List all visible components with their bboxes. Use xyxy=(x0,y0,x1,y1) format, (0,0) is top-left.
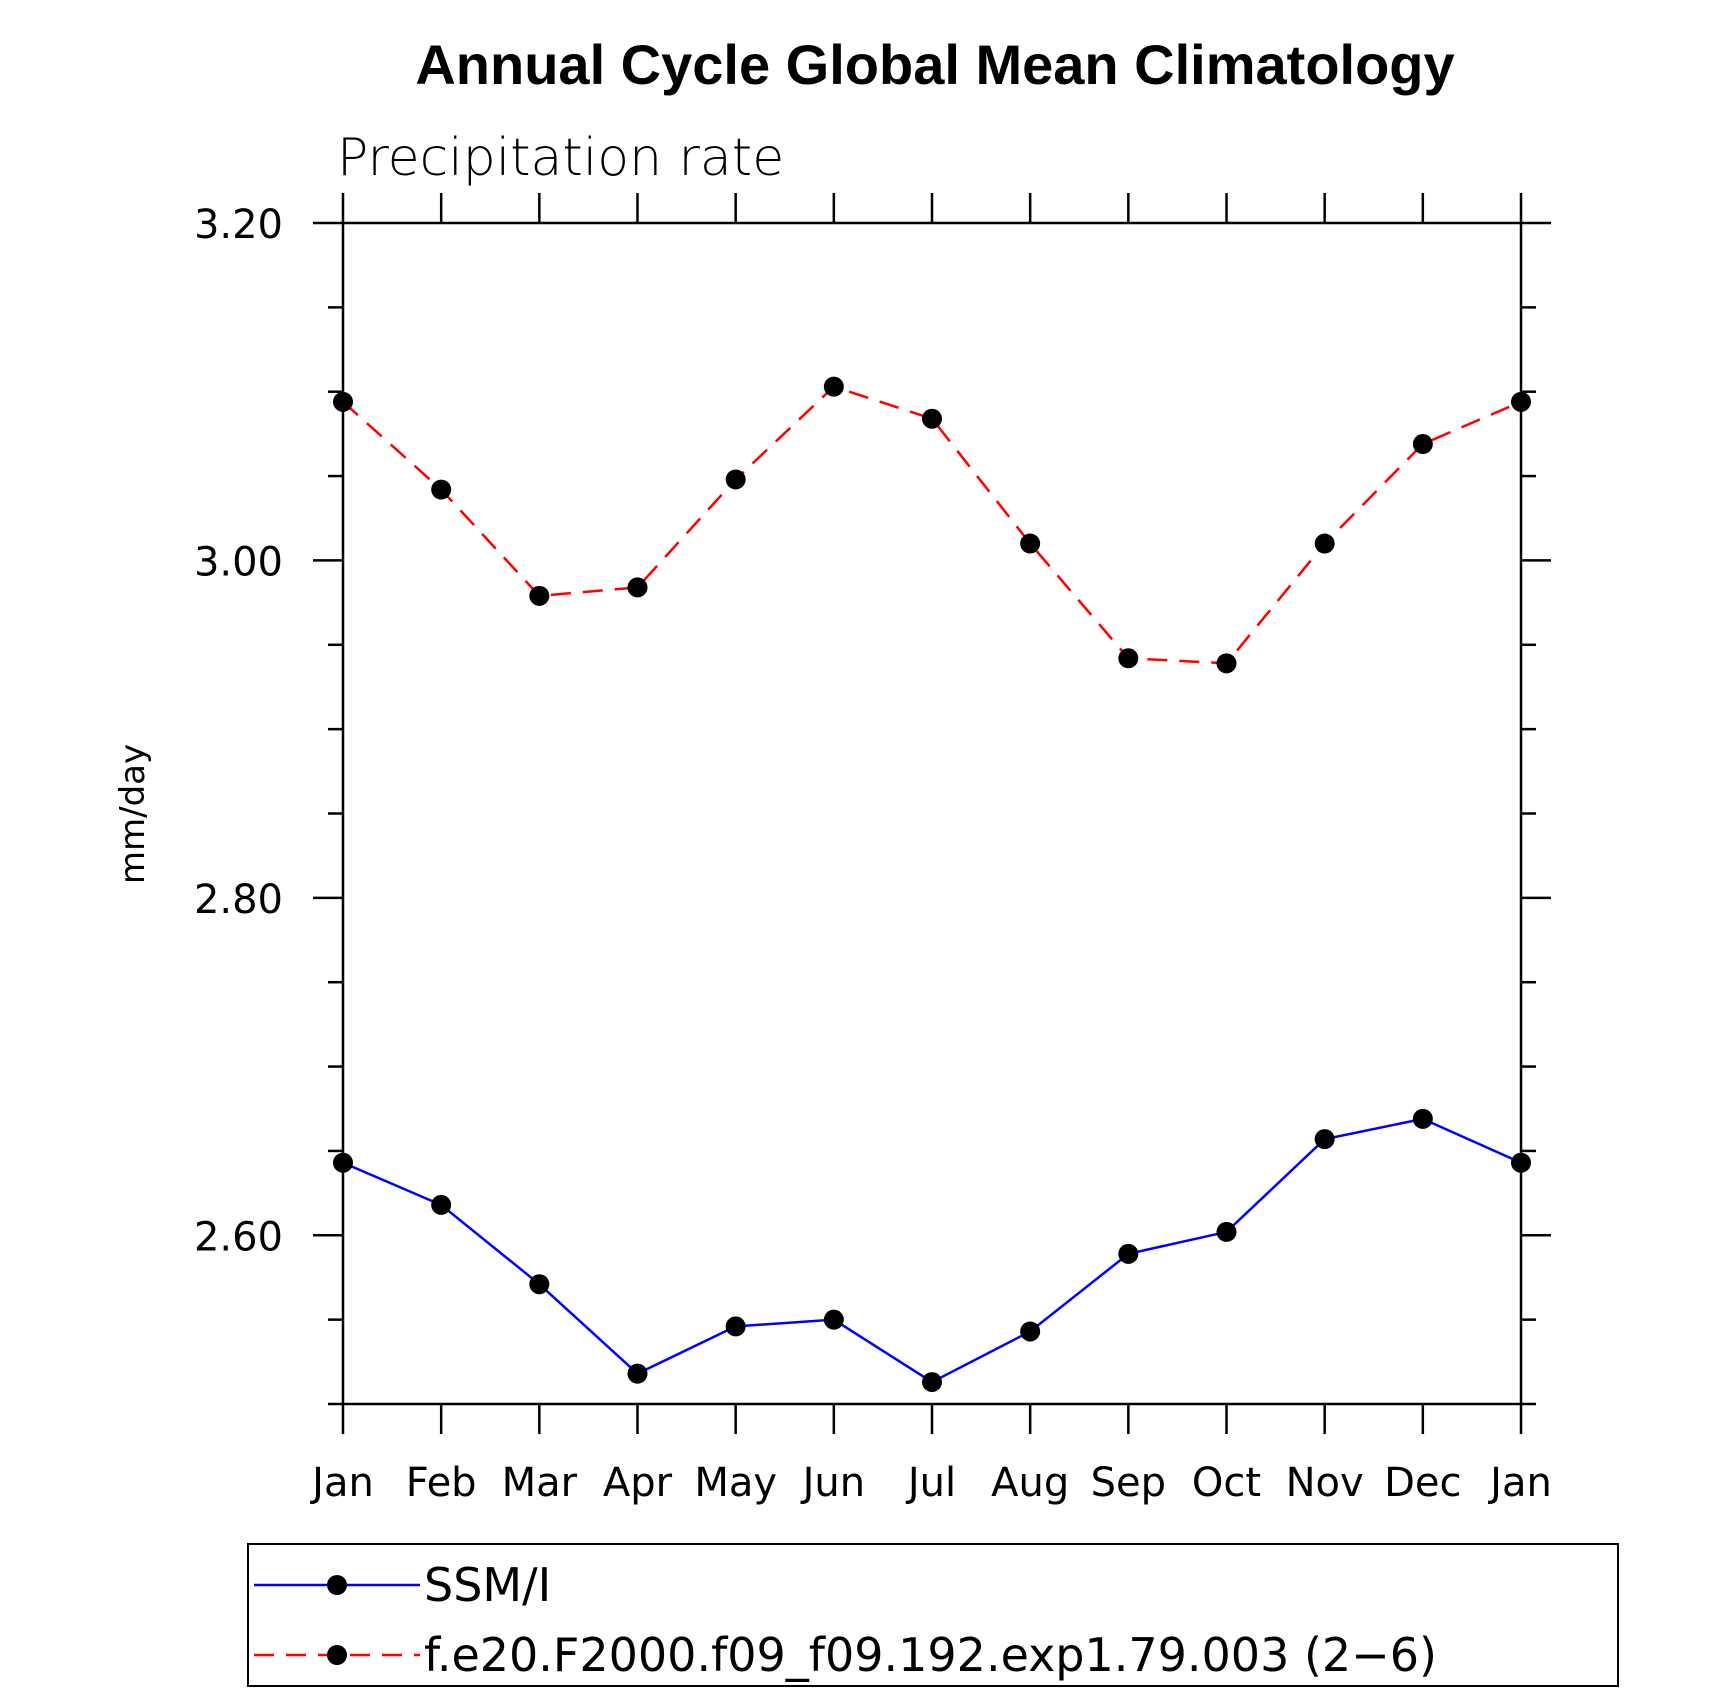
data-point-ssmi xyxy=(1216,1221,1237,1242)
x-tick-label: Apr xyxy=(603,1460,673,1506)
x-tick-label: Dec xyxy=(1384,1460,1461,1506)
data-point-model xyxy=(431,479,452,500)
data-point-ssmi xyxy=(627,1363,648,1384)
y-tick-label: 2.60 xyxy=(194,1214,283,1260)
data-point-model xyxy=(333,391,353,412)
data-point-ssmi xyxy=(1314,1129,1335,1150)
series-line-ssmi xyxy=(342,1117,1522,1384)
x-tick-label: Oct xyxy=(1192,1460,1261,1506)
x-tick-label: May xyxy=(694,1460,777,1506)
data-point-ssmi xyxy=(823,1309,844,1330)
x-tick-label: Nov xyxy=(1286,1460,1364,1506)
data-point-ssmi xyxy=(725,1316,746,1337)
data-point-model xyxy=(529,585,550,606)
data-point-model xyxy=(1118,648,1139,669)
y-tick-label: 3.00 xyxy=(194,539,283,585)
legend-swatch-marker-ssmi xyxy=(327,1575,347,1595)
x-tick-label: Jan xyxy=(309,1460,374,1506)
chart-subtitle: Precipitation rate xyxy=(337,128,784,188)
data-point-model xyxy=(1511,391,1531,412)
data-point-model xyxy=(725,469,746,490)
data-point-model xyxy=(823,376,844,397)
legend-label-ssmi: SSM/I xyxy=(424,1558,551,1612)
y-tick-label: 3.20 xyxy=(194,202,283,248)
chart-title: Annual Cycle Global Mean Climatology xyxy=(415,33,1454,96)
x-tick-label: Jul xyxy=(905,1460,956,1506)
series-layer xyxy=(333,376,1531,1393)
legend-swatch-marker-model xyxy=(327,1645,347,1665)
x-tick-label: Sep xyxy=(1091,1460,1166,1506)
data-point-model xyxy=(1020,533,1041,554)
data-point-model xyxy=(1412,434,1433,455)
data-point-ssmi xyxy=(529,1274,550,1295)
data-point-model xyxy=(1314,533,1335,554)
plot-frame xyxy=(341,221,1523,1406)
y-axis-label: mm/day xyxy=(113,744,153,884)
data-point-ssmi xyxy=(1118,1243,1139,1264)
data-point-ssmi xyxy=(431,1194,452,1215)
x-tick-label: Aug xyxy=(991,1460,1069,1506)
data-point-ssmi xyxy=(1412,1108,1433,1129)
data-point-model xyxy=(627,577,648,598)
legend: SSM/I f.e20.F2000.f09_f09.192.exp1.79.00… xyxy=(247,1543,1619,1687)
x-tick-label: Jan xyxy=(1487,1460,1552,1506)
data-point-ssmi xyxy=(1511,1152,1531,1173)
plot-axes: Jan Feb Mar Apr May Jun Jul Aug Sep Oct Nov Dec Jan 2… xyxy=(194,193,1552,1506)
y-tick-label: 2.80 xyxy=(194,877,283,923)
data-point-model xyxy=(1216,653,1237,674)
data-point-model xyxy=(922,408,942,429)
data-point-ssmi xyxy=(922,1372,942,1393)
data-point-ssmi xyxy=(333,1152,353,1173)
legend-label-model: f.e20.F2000.f09_f09.192.exp1.79.003 (2−6… xyxy=(424,1628,1437,1682)
data-point-ssmi xyxy=(1020,1321,1041,1342)
x-tick-label: Jun xyxy=(800,1460,866,1506)
x-tick-label: Mar xyxy=(502,1460,578,1506)
x-tick-label: Feb xyxy=(406,1460,477,1506)
legend-box xyxy=(247,1543,1619,1687)
